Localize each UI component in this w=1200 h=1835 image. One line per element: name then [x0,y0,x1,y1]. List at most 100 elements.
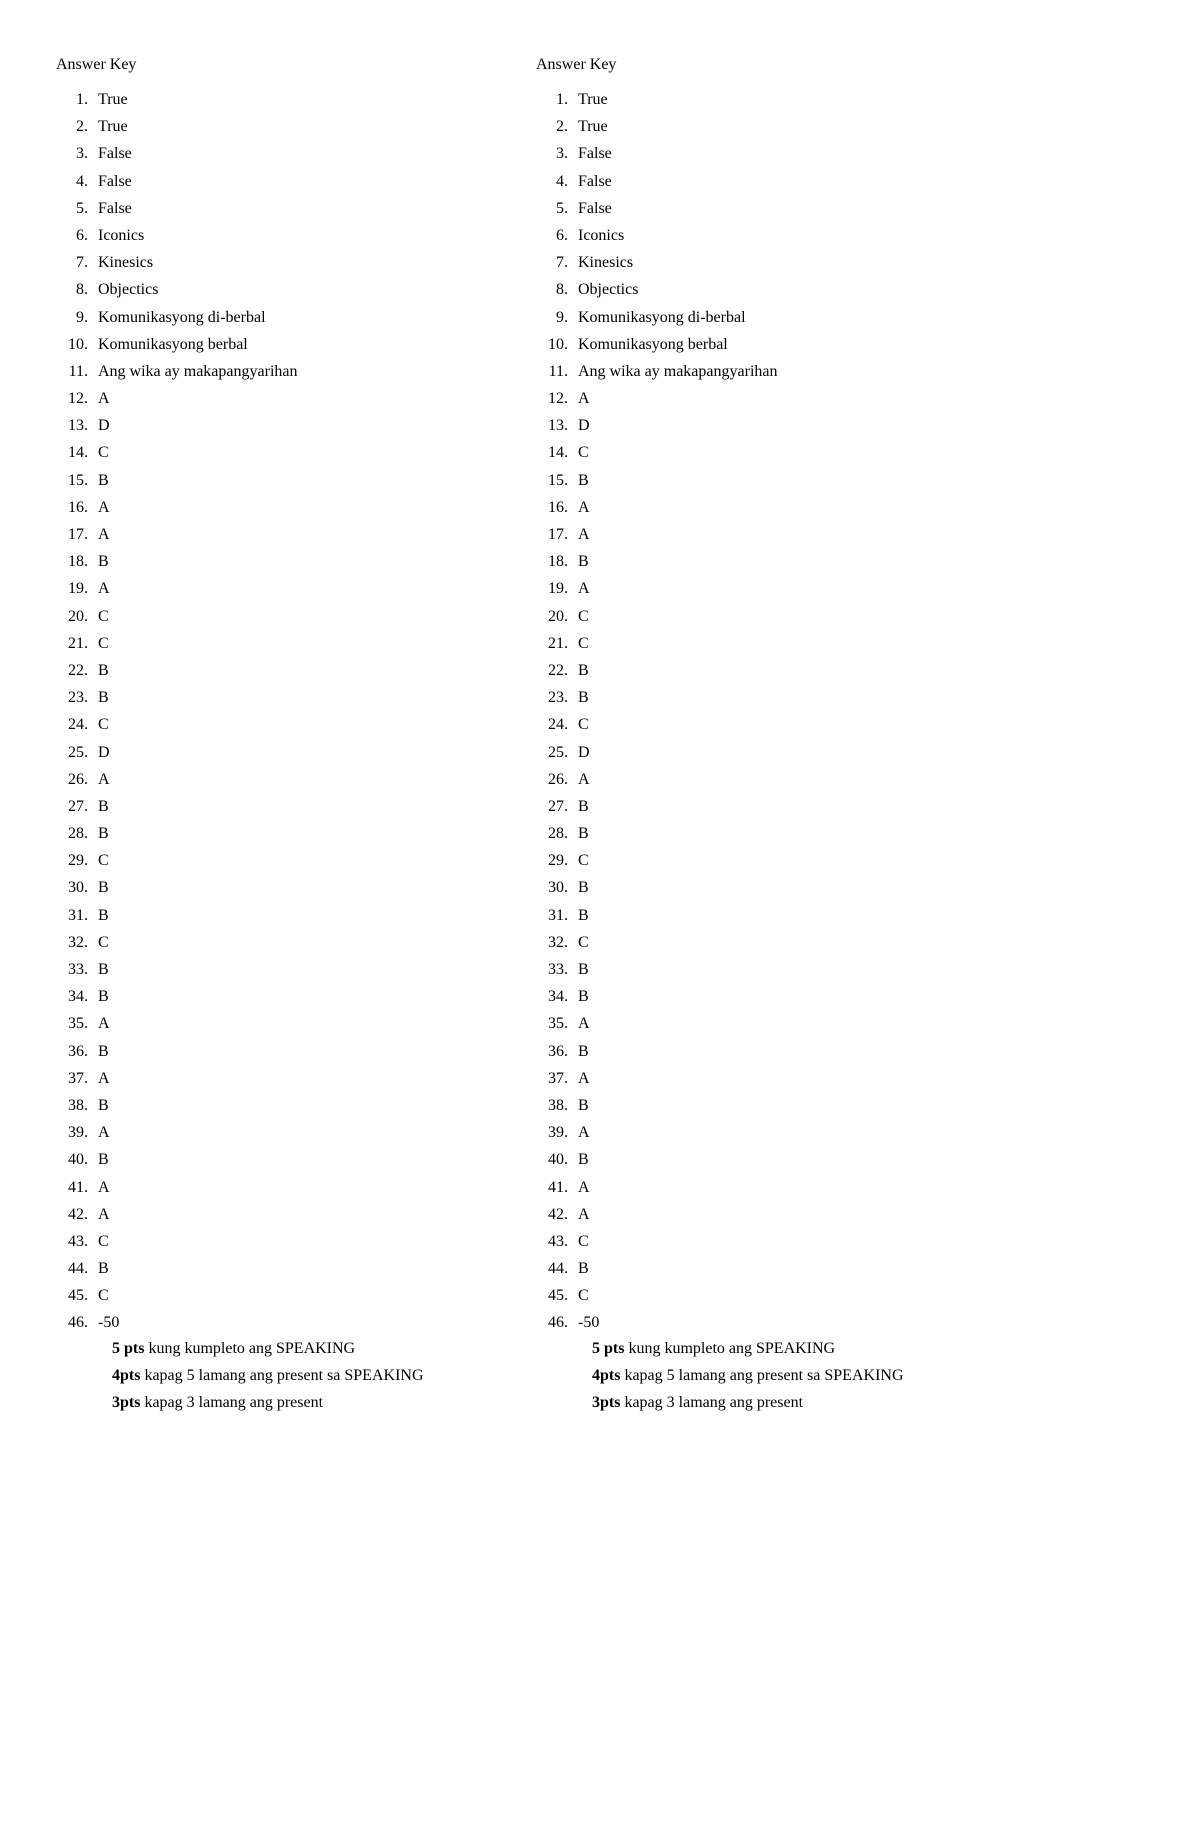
answer-item: C [572,711,956,738]
answer-item: B [572,793,956,820]
answer-key-column-right: Answer Key TrueTrueFalseFalseFalseIconic… [536,56,956,1418]
answer-item: B [92,1255,476,1282]
answer-item: D [572,739,956,766]
answer-item: B [92,902,476,929]
answer-item: Komunikasyong berbal [572,331,956,358]
answer-item: A [92,1010,476,1037]
answer-item: B [92,1146,476,1173]
answer-item: A [92,385,476,412]
answer-item: A [572,1201,956,1228]
answer-list-left: TrueTrueFalseFalseFalseIconicsKinesicsOb… [92,86,476,1418]
answer-item: C [572,603,956,630]
answer-item: B [572,956,956,983]
answer-item: Objectics [92,276,476,303]
answer-item: Kinesics [572,249,956,276]
answer-item: C [92,603,476,630]
answer-item: A [92,1201,476,1228]
answer-item: B [572,657,956,684]
answer-item: A [92,1119,476,1146]
answer-item: C [572,1228,956,1255]
answer-item: C [572,1282,956,1309]
answer-item: B [92,956,476,983]
rubric-text: kapag 3 lamang ang present [140,1394,323,1411]
answer-item: A [572,385,956,412]
answer-item: C [92,1228,476,1255]
rubric-text: kapag 5 lamang ang present sa SPEAKING [140,1367,423,1384]
answer-item: B [572,1092,956,1119]
answer-item: C [572,929,956,956]
answer-item: A [572,521,956,548]
answer-item: A [572,1065,956,1092]
answer-item-range: -505 pts kung kumpleto ang SPEAKING4pts … [572,1309,956,1418]
answer-item: C [572,847,956,874]
answer-item: D [572,412,956,439]
rubric-points: 5 pts [112,1340,144,1357]
answer-item: C [92,711,476,738]
answer-item: True [572,113,956,140]
document-page: Answer Key TrueTrueFalseFalseFalseIconic… [0,0,1200,1458]
answer-item: Ang wika ay makapangyarihan [92,358,476,385]
rubric-line: 5 pts kung kumpleto ang SPEAKING [112,1335,476,1362]
answer-item: B [572,1146,956,1173]
answer-item: False [92,168,476,195]
answer-item: C [572,439,956,466]
answer-item: B [92,793,476,820]
answer-item: Komunikasyong di-berbal [572,304,956,331]
rubric-points: 3pts [592,1394,620,1411]
answer-item: C [92,847,476,874]
rubric-text: kapag 5 lamang ang present sa SPEAKING [620,1367,903,1384]
answer-item: B [572,820,956,847]
answer-item: A [92,766,476,793]
answer-item: Kinesics [92,249,476,276]
answer-item: B [572,874,956,901]
answer-item: D [92,739,476,766]
answer-item-range: -505 pts kung kumpleto ang SPEAKING4pts … [92,1309,476,1418]
answer-key-column-left: Answer Key TrueTrueFalseFalseFalseIconic… [56,56,476,1418]
answer-item: True [572,86,956,113]
rubric-points: 4pts [112,1367,140,1384]
answer-item: B [572,467,956,494]
answer-item: A [92,521,476,548]
answer-item: B [92,1038,476,1065]
rubric-line: 3pts kapag 3 lamang ang present [112,1389,476,1416]
answer-item: B [572,902,956,929]
rubric-points: 5 pts [592,1340,624,1357]
answer-item: B [92,820,476,847]
rubric-block: 5 pts kung kumpleto ang SPEAKING4pts kap… [112,1335,476,1417]
answer-item: A [572,1119,956,1146]
rubric-text: kung kumpleto ang SPEAKING [144,1340,355,1357]
answer-item: B [572,1255,956,1282]
answer-item: False [572,140,956,167]
answer-item: C [92,929,476,956]
rubric-points: 3pts [112,1394,140,1411]
answer-item: Iconics [92,222,476,249]
answer-item: Ang wika ay makapangyarihan [572,358,956,385]
answer-item: C [572,630,956,657]
answer-item: False [92,195,476,222]
rubric-block: 5 pts kung kumpleto ang SPEAKING4pts kap… [592,1335,956,1417]
answer-item: A [572,766,956,793]
rubric-line: 5 pts kung kumpleto ang SPEAKING [592,1335,956,1362]
answer-item: A [572,1010,956,1037]
rubric-line: 4pts kapag 5 lamang ang present sa SPEAK… [112,1362,476,1389]
answer-item: B [572,684,956,711]
answer-item: B [92,467,476,494]
answer-item: A [92,575,476,602]
answer-item: A [92,1174,476,1201]
answer-item: B [572,548,956,575]
answer-item: B [572,983,956,1010]
heading-left: Answer Key [56,56,476,74]
answer-item: Iconics [572,222,956,249]
answer-list-right: TrueTrueFalseFalseFalseIconicsKinesicsOb… [572,86,956,1418]
answer-item: A [92,1065,476,1092]
rubric-text: kung kumpleto ang SPEAKING [624,1340,835,1357]
answer-item: Komunikasyong di-berbal [92,304,476,331]
rubric-line: 4pts kapag 5 lamang ang present sa SPEAK… [592,1362,956,1389]
answer-item: B [572,1038,956,1065]
answer-item: A [572,494,956,521]
answer-item: True [92,113,476,140]
answer-item: True [92,86,476,113]
answer-item: B [92,657,476,684]
answer-item: A [572,1174,956,1201]
answer-item: C [92,1282,476,1309]
